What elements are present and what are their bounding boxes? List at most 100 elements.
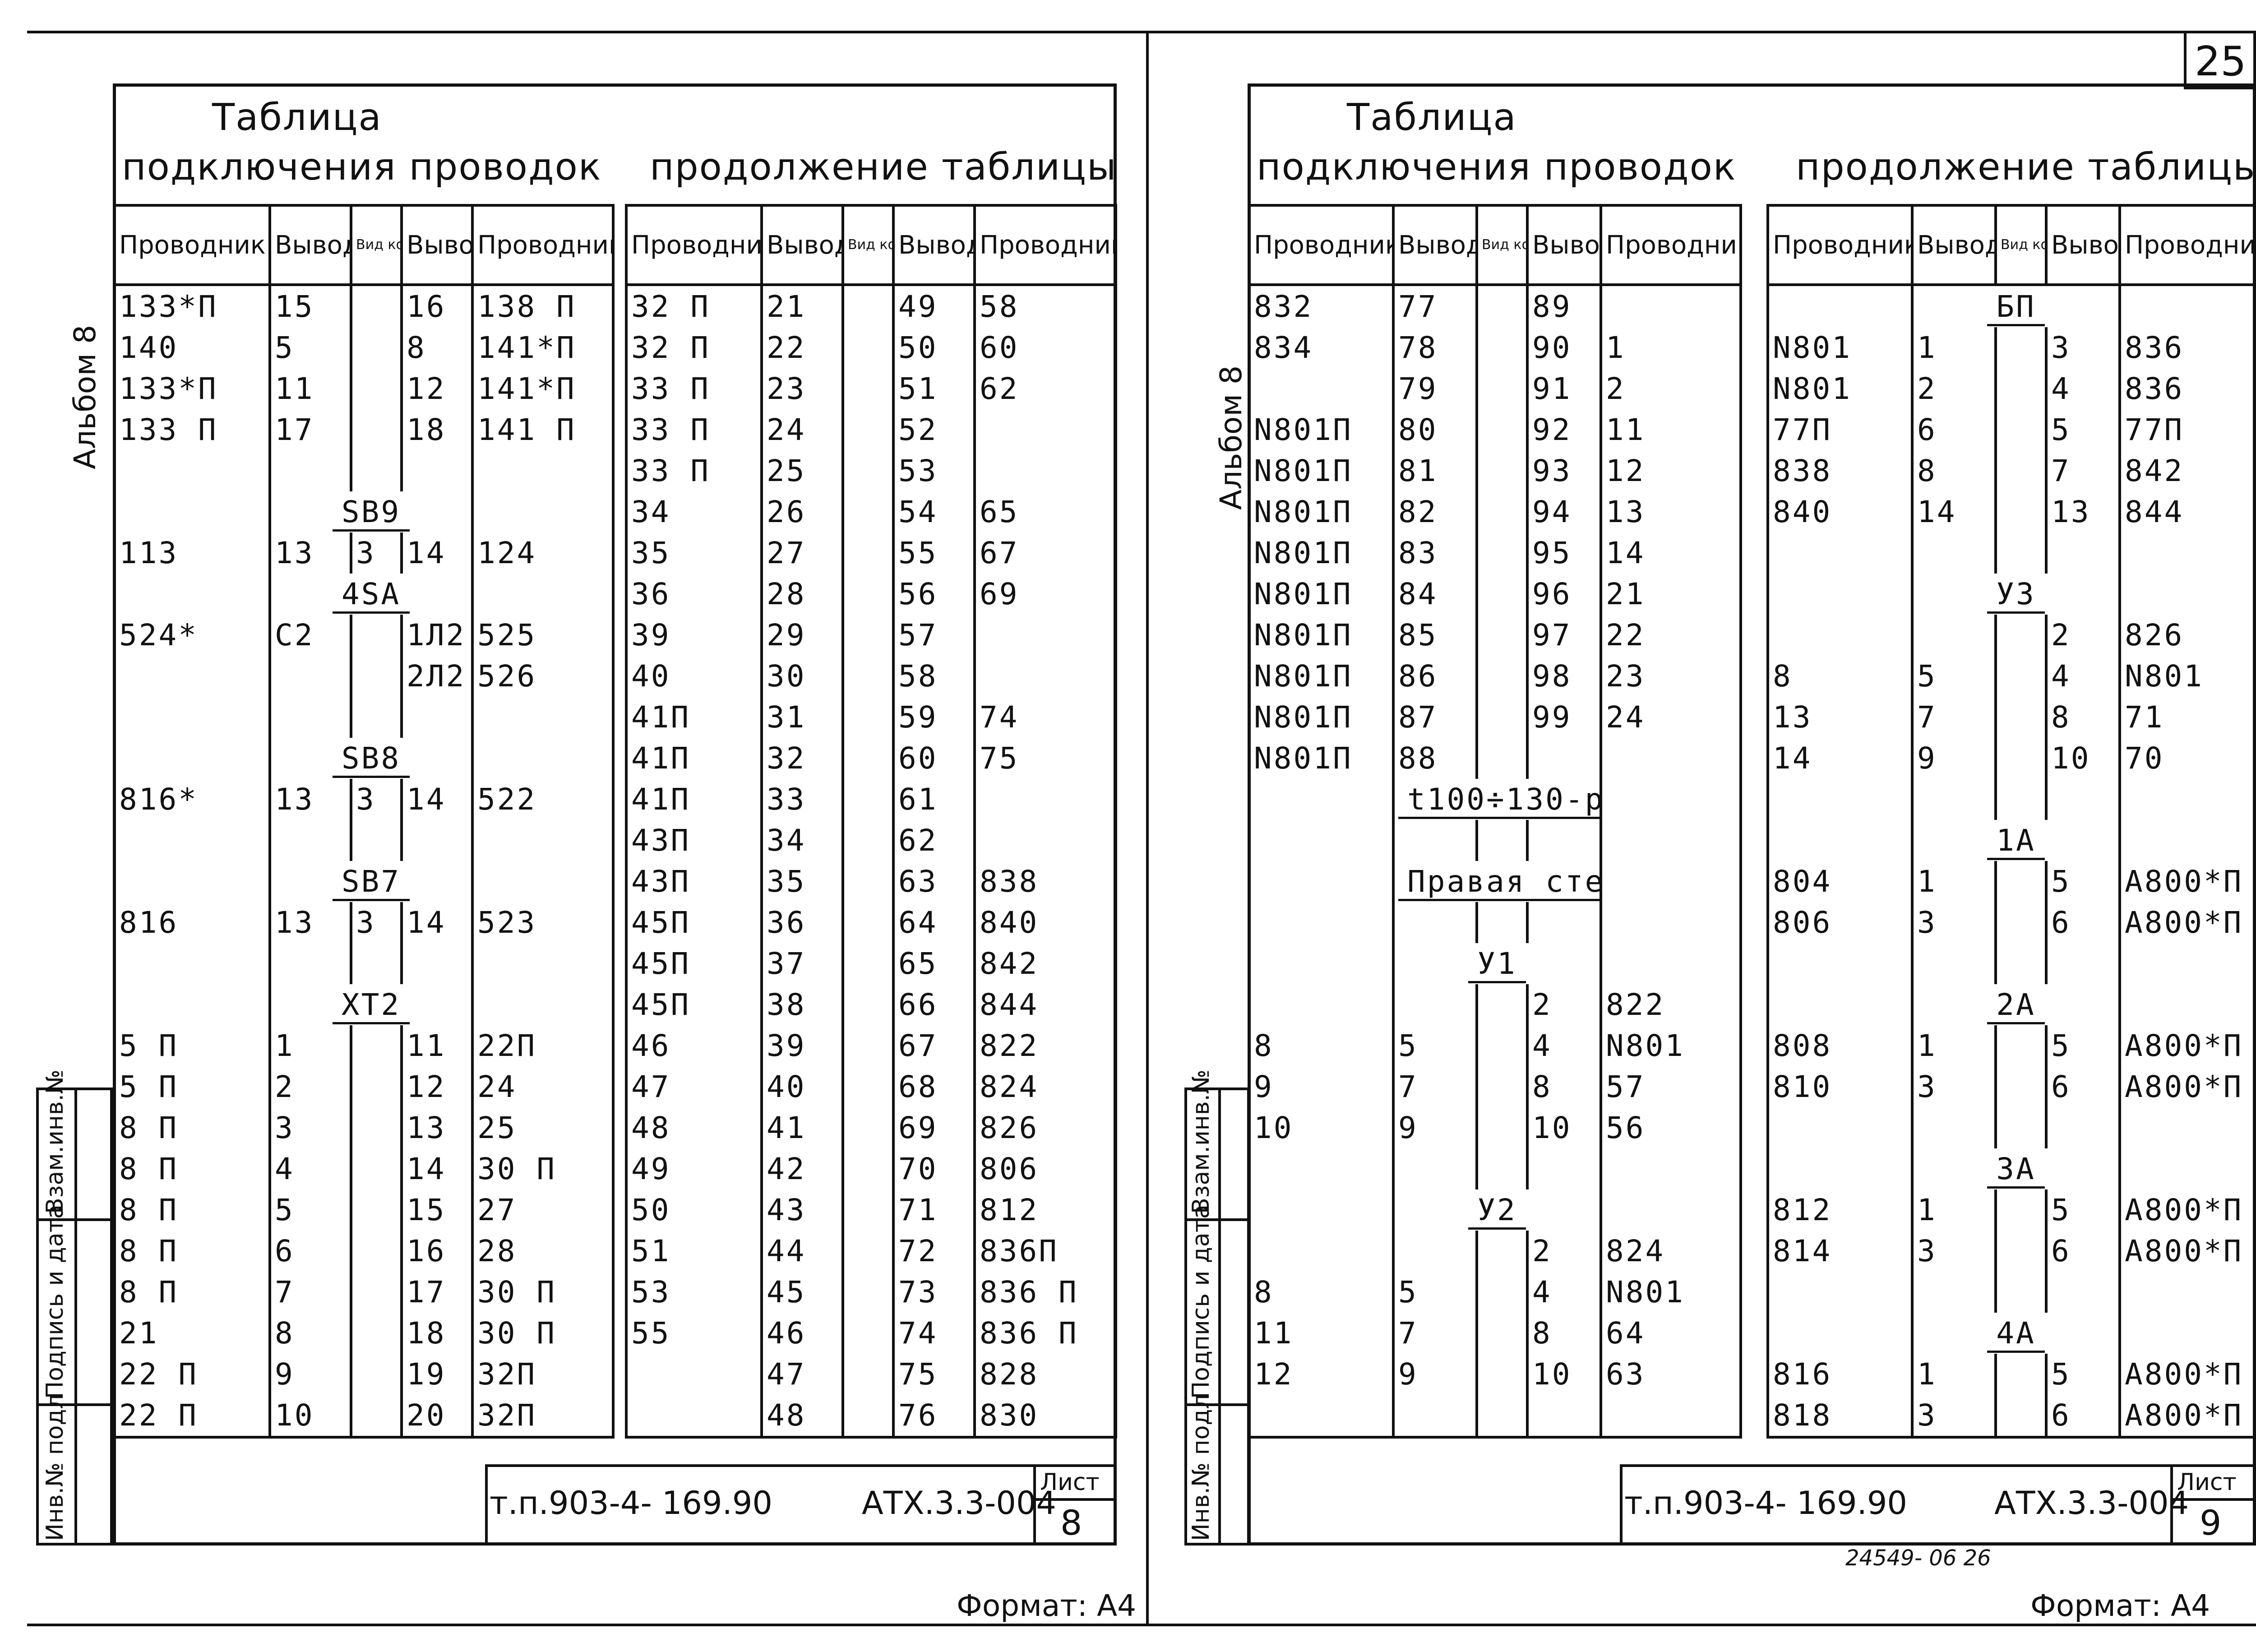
table-cell: 19 bbox=[400, 1354, 474, 1395]
table-cell bbox=[1475, 491, 1529, 532]
table-cell bbox=[841, 779, 895, 820]
table-cell: 84 bbox=[1392, 574, 1478, 615]
table-cell: 7 bbox=[268, 1272, 352, 1313]
header-provodnik: Проводник bbox=[1248, 204, 1395, 286]
table-cell: 5 bbox=[2045, 1025, 2121, 1066]
table-cell: 36 bbox=[625, 574, 763, 615]
table-cell: 6 bbox=[2045, 902, 2121, 943]
left-side-stamp-divider bbox=[74, 1087, 77, 1546]
table-cell: 1 bbox=[1600, 327, 1742, 368]
table-cell bbox=[841, 327, 895, 368]
table-cell bbox=[1766, 943, 1914, 984]
table-cell bbox=[350, 1231, 403, 1272]
table-cell bbox=[471, 574, 615, 615]
table-cell bbox=[1766, 1148, 1914, 1189]
table-cell: 842 bbox=[973, 943, 1117, 984]
table-cell: 27 bbox=[760, 532, 844, 574]
table-cell: 11 bbox=[400, 1025, 474, 1066]
table-cell: 56 bbox=[892, 574, 976, 615]
table-cell: 86 bbox=[1392, 656, 1478, 697]
table-cell: 82 bbox=[1392, 491, 1478, 532]
table-cell: 12 bbox=[400, 368, 474, 409]
table-row: 77П 6 5 77П bbox=[1766, 409, 2256, 450]
table-cell: Правая стенка bbox=[1392, 861, 1602, 902]
table-cell bbox=[350, 327, 403, 368]
table-cell: 525 bbox=[471, 615, 615, 656]
right-sheet-number: 9 bbox=[2200, 1503, 2222, 1543]
table-cell: 59 bbox=[892, 697, 976, 738]
table-cell: 1 bbox=[268, 1025, 352, 1066]
table-cell: 830 bbox=[973, 1395, 1117, 1439]
table-cell: 7 bbox=[1911, 697, 1997, 738]
table-cell: 34 bbox=[625, 491, 763, 532]
table-cell: 133 П bbox=[113, 409, 271, 450]
table-cell bbox=[113, 656, 271, 697]
table-cell: 13 bbox=[2045, 491, 2121, 532]
table-cell: 14 bbox=[1766, 738, 1914, 779]
table-cell: 2А bbox=[1911, 984, 2121, 1025]
table-row: 2 826 bbox=[1766, 615, 2256, 656]
table-cell bbox=[1248, 1148, 1395, 1189]
table-cell bbox=[350, 615, 403, 656]
table-cell: 24 bbox=[760, 409, 844, 450]
center-fold-line bbox=[1146, 31, 1149, 1626]
table-cell: 67 bbox=[892, 1025, 976, 1066]
group-label: 4SA bbox=[332, 577, 410, 614]
table-cell bbox=[1766, 1272, 1914, 1313]
table-cell: 34 bbox=[760, 820, 844, 861]
table-cell: 6 bbox=[2045, 1231, 2121, 1272]
table-row: 11 7 8 64 bbox=[1248, 1313, 1742, 1354]
table-cell: 8 bbox=[2045, 697, 2121, 738]
table-row: 46 39 67 822 bbox=[625, 1025, 1117, 1066]
table-cell: 70 bbox=[2118, 738, 2256, 779]
table-cell bbox=[841, 1066, 895, 1107]
table-cell: 57 bbox=[1600, 1066, 1742, 1107]
table-cell: 91 bbox=[1526, 368, 1602, 409]
table-cell: 69 bbox=[892, 1107, 976, 1148]
table-cell bbox=[841, 450, 895, 491]
table-cell: C2 bbox=[268, 615, 352, 656]
left-table-1-header: Проводник Вывод Вид кон-такта Вывод Пров… bbox=[113, 204, 615, 286]
table-row: 43П 34 62 bbox=[625, 820, 1117, 861]
table-cell: 32П bbox=[471, 1395, 615, 1439]
table-cell: 40 bbox=[760, 1066, 844, 1107]
table-cell: 55 bbox=[892, 532, 976, 574]
table-cell bbox=[1994, 450, 2048, 491]
table-cell bbox=[973, 615, 1117, 656]
left-sheet-box-divider bbox=[1033, 1498, 1117, 1501]
table-row: 39 29 57 bbox=[625, 615, 1117, 656]
header-vyvod: Вывод bbox=[892, 204, 976, 286]
table-cell: 8 bbox=[400, 327, 474, 368]
table-row: 2А bbox=[1766, 984, 2256, 1025]
table-cell: 9 bbox=[1392, 1107, 1478, 1148]
table-cell: 11 bbox=[1600, 409, 1742, 450]
table-cell: 2 bbox=[2045, 615, 2121, 656]
table-row: 32 П 22 50 60 bbox=[625, 327, 1117, 368]
table-cell bbox=[471, 450, 615, 491]
table-row: 9 7 8 57 bbox=[1248, 1066, 1742, 1107]
table-cell bbox=[1600, 902, 1742, 943]
table-cell: 5 П bbox=[113, 1025, 271, 1066]
table-cell bbox=[471, 943, 615, 984]
table-row: 22 П 9 19 32П bbox=[113, 1354, 615, 1395]
table-cell bbox=[1475, 1231, 1529, 1272]
right-title-line1: Таблица bbox=[1347, 96, 1517, 139]
right-title-line2: подключения проводок bbox=[1257, 146, 1737, 189]
table-cell: 1 bbox=[1911, 1189, 1997, 1231]
table-cell bbox=[2118, 943, 2256, 984]
table-row: 53 45 73 836 П bbox=[625, 1272, 1117, 1313]
right-table-2: Проводник Вывод Вид кон-такта Вывод Пров… bbox=[1766, 204, 2256, 1439]
table-cell: 43П bbox=[625, 820, 763, 861]
table-cell: XT2 bbox=[268, 984, 474, 1025]
table-cell: 71 bbox=[892, 1189, 976, 1231]
table-cell: 133*П bbox=[113, 368, 271, 409]
table-row: 814 3 6 А800*П bbox=[1766, 1231, 2256, 1272]
table-cell bbox=[1994, 1231, 2048, 1272]
table-cell: 816 bbox=[1766, 1354, 1914, 1395]
table-cell bbox=[350, 1148, 403, 1189]
table-row: У3 bbox=[1766, 574, 2256, 615]
table-row: 8 П 6 16 28 bbox=[113, 1231, 615, 1272]
table-cell: 524* bbox=[113, 615, 271, 656]
table-cell bbox=[1766, 574, 1914, 615]
table-cell bbox=[2045, 779, 2121, 820]
